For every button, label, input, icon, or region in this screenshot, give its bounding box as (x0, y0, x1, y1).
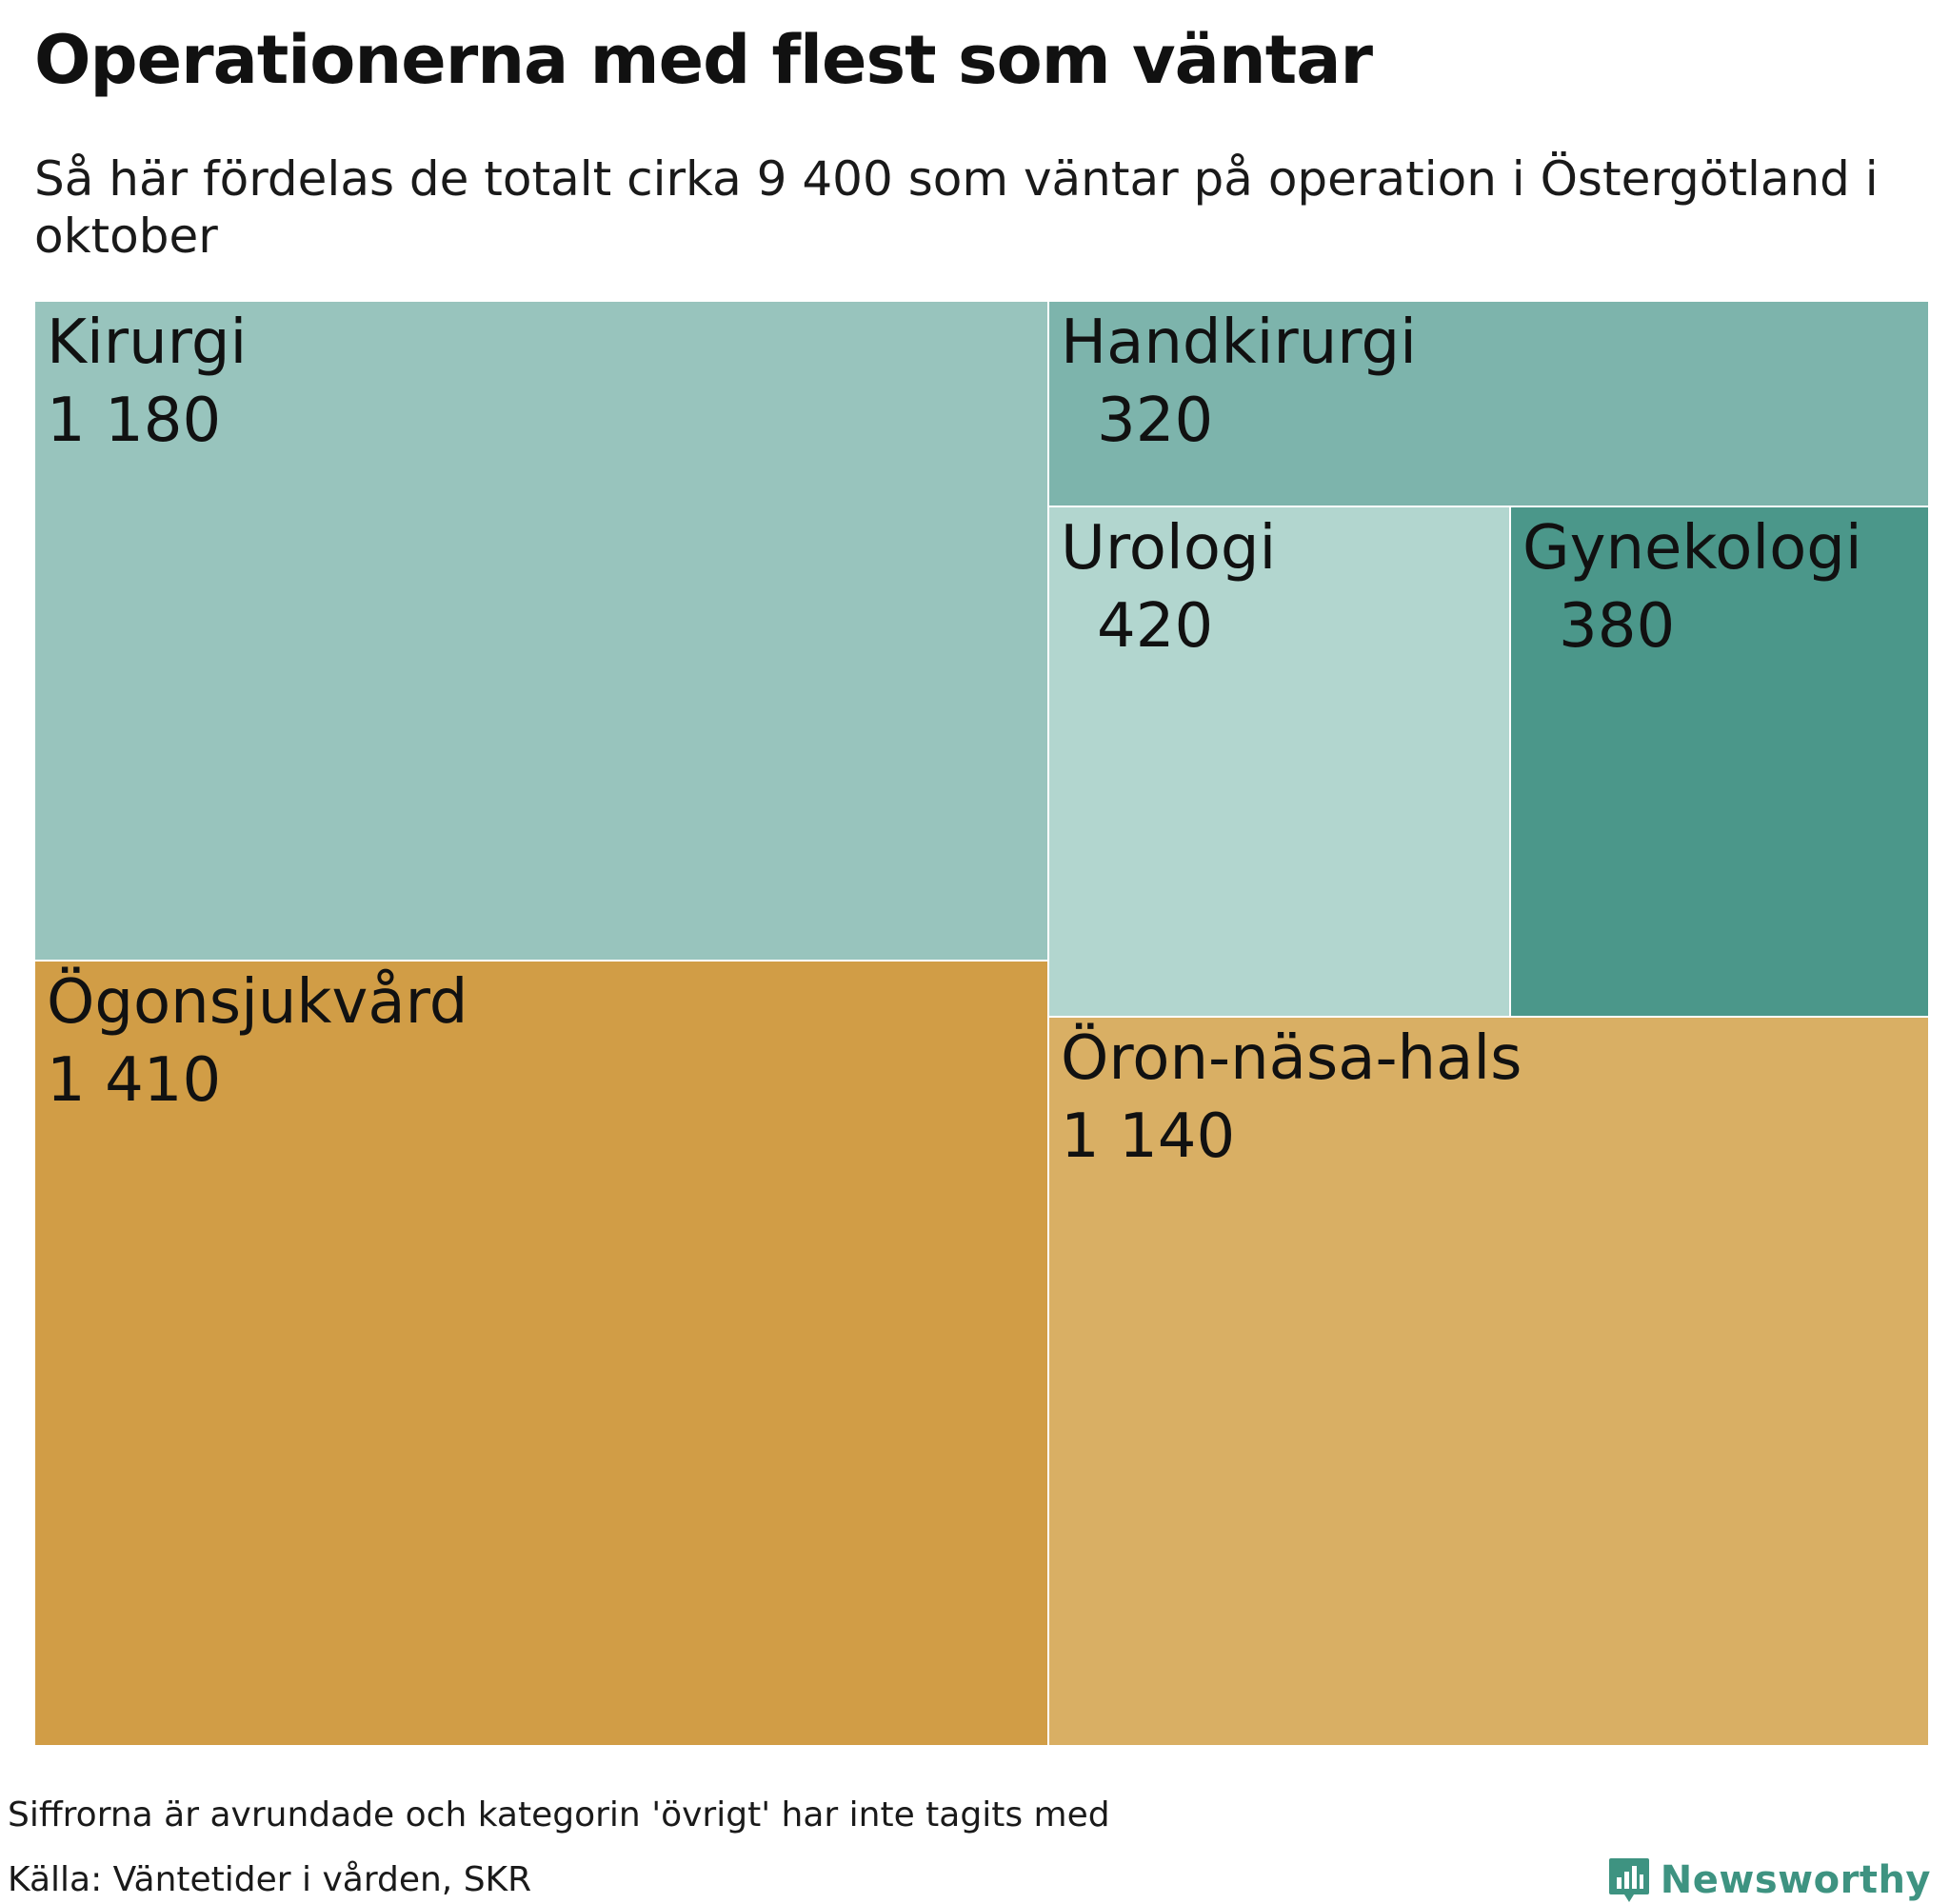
cell-label: Urologi (1061, 513, 1277, 584)
cell-label: Gynekologi (1522, 513, 1862, 584)
cell-label: Handkirurgi (1061, 307, 1417, 378)
treemap: Kirurgi 1 180 Ögonsjukvård 1 410 Handkir… (34, 301, 1929, 1746)
cell-value: 320 (1097, 386, 1214, 456)
treemap-cell-gynekologi: Gynekologi 380 (1510, 506, 1929, 1017)
treemap-cell-oron-nasa-hals: Öron-näsa-hals 1 140 (1048, 1017, 1929, 1746)
cell-label: Öron-näsa-hals (1061, 1023, 1522, 1094)
cell-value: 380 (1559, 591, 1676, 662)
cell-value: 1 180 (47, 386, 222, 456)
treemap-cell-ogonsjukvard: Ögonsjukvård 1 410 (34, 961, 1048, 1746)
cell-label: Ögonsjukvård (47, 967, 468, 1038)
treemap-cell-kirurgi: Kirurgi 1 180 (34, 301, 1048, 961)
brand-logo: Newsworthy (1607, 1856, 1931, 1904)
cell-label: Kirurgi (47, 307, 248, 378)
chart-subtitle: Så här fördelas de totalt cirka 9 400 so… (34, 151, 1879, 264)
chart-title: Operationerna med flest som väntar (34, 21, 1373, 99)
treemap-cell-urologi: Urologi 420 (1048, 506, 1510, 1017)
cell-value: 1 140 (1061, 1101, 1236, 1172)
footnote: Siffrorna är avrundade och kategorin 'öv… (8, 1795, 1110, 1835)
cell-value: 420 (1097, 591, 1214, 662)
source-note: Källa: Väntetider i vården, SKR (8, 1860, 532, 1899)
cell-value: 1 410 (47, 1045, 222, 1116)
treemap-cell-handkirurgi: Handkirurgi 320 (1048, 301, 1929, 506)
brand-name: Newsworthy (1660, 1858, 1931, 1902)
bar-chart-bubble-icon (1608, 1858, 1649, 1902)
